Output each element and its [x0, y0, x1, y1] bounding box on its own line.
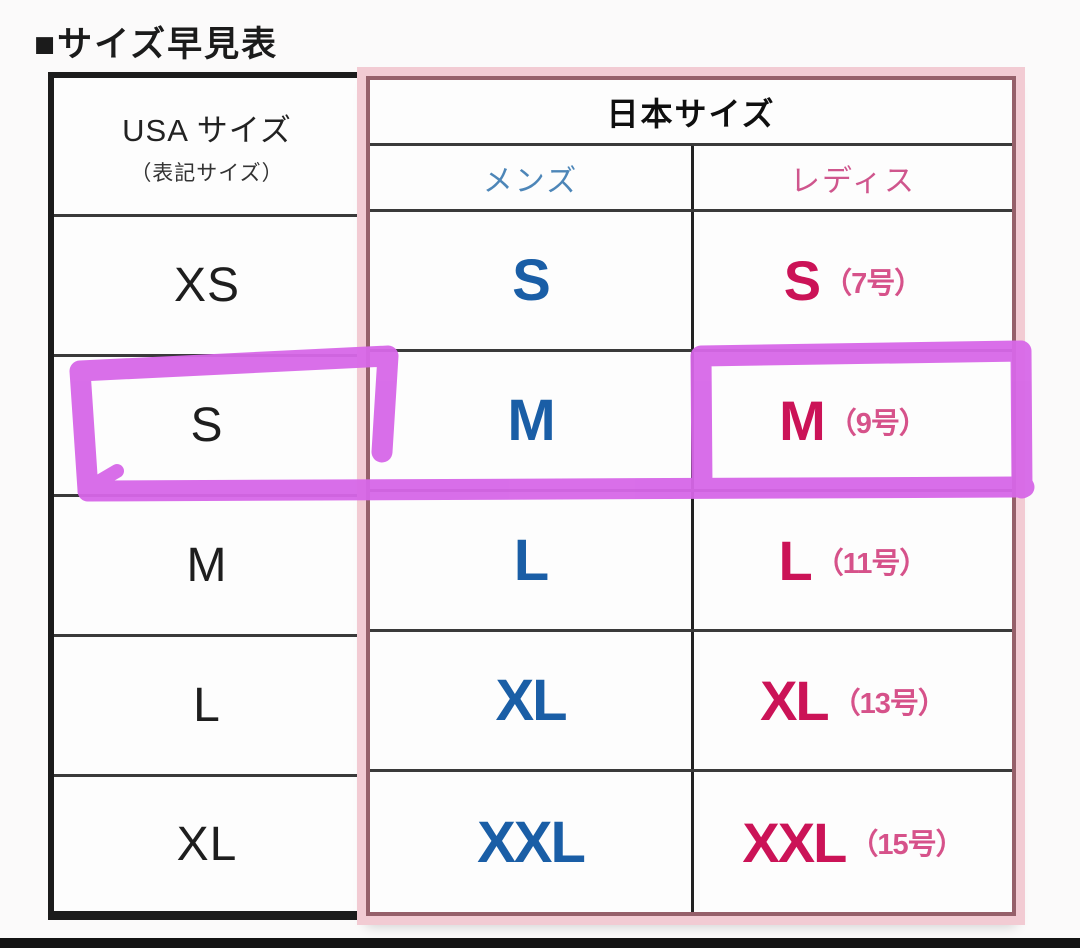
mens-size-cell: S	[370, 212, 694, 349]
usa-size-cell: L	[54, 637, 360, 777]
japan-subheader-row: メンズ レディス	[370, 146, 1012, 212]
ladies-size-cell: L （11号）	[778, 529, 929, 592]
mens-header-label: メンズ	[482, 164, 579, 198]
ladies-size-cell: XL （13号）	[760, 669, 947, 732]
mens-column-header-cell: メンズ	[370, 146, 694, 209]
usa-column-header: USA サイズ （表記サイズ）	[54, 78, 360, 217]
ladies-jp-number: （15号）	[849, 829, 964, 861]
ladies-size-cell: XXL （15号）	[742, 810, 964, 874]
size-row-highlighted: M M （9号）	[370, 352, 1012, 492]
size-row: XL XL （13号）	[370, 632, 1012, 772]
japan-section-header: 日本サイズ	[370, 80, 1012, 146]
page-title: ■サイズ早見表	[34, 25, 279, 64]
ladies-column-header-cell: レディス	[694, 146, 1012, 209]
mens-size-cell: L	[370, 492, 694, 629]
ladies-jp-number: （7号）	[823, 267, 923, 300]
ladies-jp-number: （9号）	[827, 407, 928, 440]
usa-size-cell: XL	[176, 817, 238, 871]
usa-size-cell: XS	[54, 217, 360, 357]
ladies-header-label: レディス	[790, 164, 916, 198]
ladies-size-cell-highlighted: M （9号）	[779, 389, 928, 452]
usa-size-cell-highlighted: S	[54, 357, 360, 497]
size-row: XXL XXL （15号）	[370, 772, 1012, 912]
mens-size-cell: XXL	[370, 772, 694, 912]
japan-size-section: 日本サイズ メンズ レディス S S （7号） M M （9号） L L	[366, 76, 1016, 916]
usa-size-column: USA サイズ （表記サイズ） XS S M L XL	[48, 72, 366, 920]
usa-header-line1: USA サイズ	[122, 113, 292, 148]
usa-header-line2: （表記サイズ）	[130, 162, 284, 185]
usa-size-cell: M	[54, 497, 360, 637]
ladies-jp-number: （11号）	[814, 547, 929, 580]
mens-size-cell: XL	[370, 632, 694, 769]
ladies-jp-number: （13号）	[831, 687, 947, 720]
bottom-black-bar	[0, 938, 1080, 948]
mens-size-cell: M	[370, 352, 694, 489]
size-row: S S （7号）	[370, 212, 1012, 352]
size-row: L L （11号）	[370, 492, 1012, 632]
ladies-size-cell: S （7号）	[783, 249, 924, 312]
